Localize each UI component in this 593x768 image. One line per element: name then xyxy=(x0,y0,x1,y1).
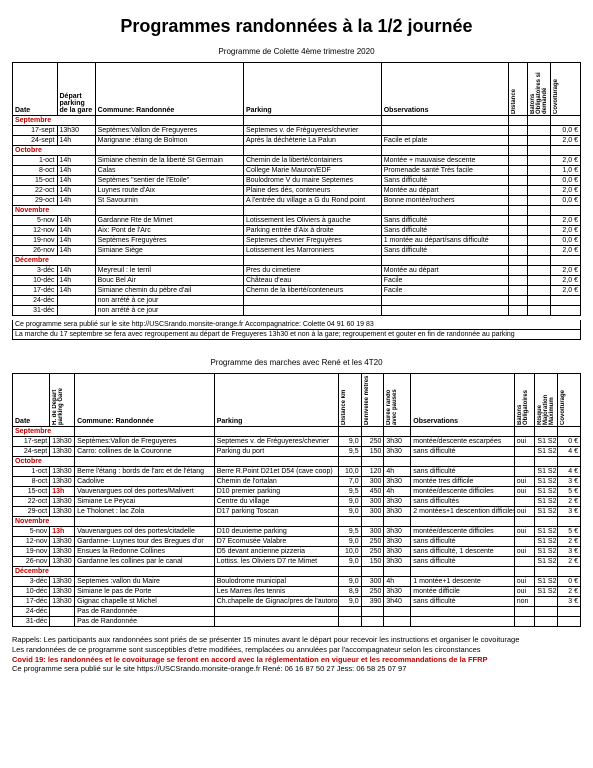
table-row: 17-déc14hSimiane chemin du pèbre d'ailCh… xyxy=(13,286,581,296)
col-depart: Départ parking de la gare xyxy=(57,63,95,116)
table-row: 12-nov14hAix: Pont de l'ArcParking entré… xyxy=(13,226,581,236)
col-duree: Durée rando avec pauses xyxy=(384,374,411,427)
table-row: 1-oct13h30Berre l'étang : bords de l'arc… xyxy=(13,467,581,477)
table-row: 26-nov14hSimiane SiègeLotissement les Ma… xyxy=(13,246,581,256)
month-row: Octobre xyxy=(13,457,581,467)
col-parking: Parking xyxy=(214,374,338,427)
table-row: 24-sept13h30Carro: collines de la Couron… xyxy=(13,447,581,457)
table-row: 1-oct14hSimiane chemin de la liberté St … xyxy=(13,156,581,166)
col-batons: Batons Obligatoires si demandé xyxy=(527,63,550,116)
table1-header-row: Date Départ parking de la gare Commune: … xyxy=(13,63,581,116)
table-row: 15-oct13hVauvenargues col des portes/Mal… xyxy=(13,487,581,497)
table2-header-row: Date H. de Départ parking Gare Commune: … xyxy=(13,374,581,427)
month-row: Novembre xyxy=(13,517,581,527)
table-row: 10-déc14hBouc Bel AirChâteau d'eauFacile… xyxy=(13,276,581,286)
table-row: 5-nov14hGardanne Rte de MimetLotissement… xyxy=(13,216,581,226)
table-row: 3-déc14hMeyreuil : le terrilPres du cime… xyxy=(13,266,581,276)
table-row: 8-oct14hCalasCollege Marie Mauron/EDFPro… xyxy=(13,166,581,176)
col-denivele: Dénivelée mètres xyxy=(361,374,384,427)
table-row: 15-oct14hSeptèmes "sentier de l'Etoile"B… xyxy=(13,176,581,186)
table-row: 17-déc13h30Gignac chapelle st MichelCh.c… xyxy=(13,597,581,607)
note-line: Rappels: Les participants aux randonnées… xyxy=(12,635,581,645)
table-row: 24-décnon arrété à ce jour xyxy=(13,296,581,306)
month-row: Septembre xyxy=(13,427,581,437)
col-date: Date xyxy=(13,374,50,427)
month-row: Décembre xyxy=(13,567,581,577)
table-row: 22-oct13h30Simiane Le PeycaiCentre du vi… xyxy=(13,497,581,507)
col-covoit: Covoiturage xyxy=(558,374,581,427)
table-row: 17-sept13h30Septèmes:Vallon de Freguyere… xyxy=(13,126,581,136)
footer-line: Ce programme sera publié sur le site htt… xyxy=(12,664,581,674)
table-row: 26-nov13h30Gardanne les collines par le … xyxy=(13,557,581,567)
table-row: 31-décnon arrété à ce jour xyxy=(13,306,581,316)
note-line: Les randonnées de ce programme sont susc… xyxy=(12,645,581,655)
table-row: 17-sept13h30Septèmes:Vallon de Freguyere… xyxy=(13,437,581,447)
col-depart: H. de Départ parking Gare xyxy=(50,374,75,427)
table-row: 5-nov13hVauvenargues col des portes/cita… xyxy=(13,527,581,537)
col-parking: Parking xyxy=(243,63,381,116)
table-row: 3-déc13h30Septemes :vallon du MaireBoulo… xyxy=(13,577,581,587)
col-distance: Distance xyxy=(508,63,527,116)
footer-line: La marche du 17 septembre se fera avec r… xyxy=(12,330,581,340)
col-observations: Observations xyxy=(381,63,508,116)
table-row: 24-sept14hMarignane :étang de BolmonAprè… xyxy=(13,136,581,146)
table-row: 29-oct13h30Le Tholonet : lac ZolaD17 par… xyxy=(13,507,581,517)
month-row: Octobre xyxy=(13,146,581,156)
table-row: 29-oct14hSt SavourninA l'entrée du villa… xyxy=(13,196,581,206)
col-distance: Distance km xyxy=(338,374,361,427)
table-row: 19-nov14hSeptèmes FreguyèresSeptemes che… xyxy=(13,236,581,246)
month-row: Novembre xyxy=(13,206,581,216)
table-row: 8-oct13h30CadoliveChemin de l'ortalan7,0… xyxy=(13,477,581,487)
month-row: Décembre xyxy=(13,256,581,266)
footer-line: Ce programme sera publié sur le site htt… xyxy=(12,320,581,330)
col-risque: Risque Majoration Maximum xyxy=(535,374,558,427)
table2: Date H. de Départ parking Gare Commune: … xyxy=(12,373,581,627)
table2-subtitle: Programme des marches avec René et les 4… xyxy=(12,358,581,367)
table-row: 31-décPas de Randonnée xyxy=(13,617,581,627)
col-commune: Commune: Randonnée xyxy=(95,63,243,116)
page-title: Programmes randonnées à la 1/2 journée xyxy=(12,16,581,37)
col-commune: Commune: Randonnée xyxy=(75,374,215,427)
month-row: Septembre xyxy=(13,116,581,126)
table-row: 19-nov13h30Ensues la Redonne CollinesD5 … xyxy=(13,547,581,557)
table-row: 10-déc13h30Simiane le pas de PorteLes Ma… xyxy=(13,587,581,597)
col-batons: Batons Obligatoires xyxy=(514,374,535,427)
table-row: 22-oct14hLuynes route d'AixPlaine des dé… xyxy=(13,186,581,196)
col-date: Date xyxy=(13,63,58,116)
table1: Date Départ parking de la gare Commune: … xyxy=(12,62,581,316)
covid-note: Covid 19: les randonnées et le covoitura… xyxy=(12,655,581,665)
col-observations: Observations xyxy=(411,374,514,427)
table-row: 24-décPas de Randonnée xyxy=(13,607,581,617)
table-row: 12-nov13h30Gardanne- Luynes tour des Bre… xyxy=(13,537,581,547)
col-covoit: Covoiturage xyxy=(551,63,581,116)
table1-subtitle: Programme de Colette 4ème trimestre 2020 xyxy=(12,47,581,56)
